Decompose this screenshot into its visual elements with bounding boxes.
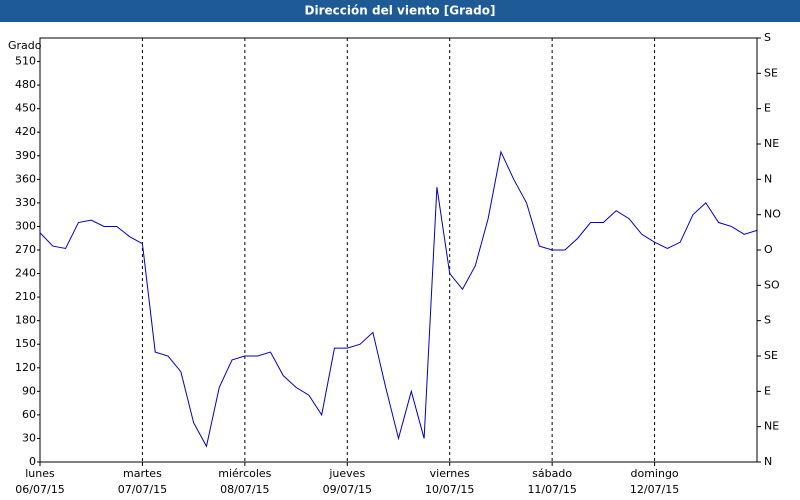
x-tick-label: lunes [25,467,55,480]
y2-tick-label: NE [764,420,779,433]
y-tick-label: 480 [15,78,36,91]
y-tick-label: 420 [15,125,36,138]
chart-title: Dirección del viento [Grado] [305,4,496,18]
y-tick-label: 150 [15,337,36,350]
x-tick-label: sábado [532,467,572,480]
y-tick-label: 360 [15,172,36,185]
line-series [39,150,758,448]
y2-tick-label: NE [764,137,779,150]
x-tick-label: 06/07/15 [15,483,64,496]
y-tick-label: 120 [15,361,36,374]
y-tick-label: 300 [15,219,36,232]
y-tick-label: 510 [15,55,36,68]
y2-tick-label: O [764,243,773,256]
x-tick-label: jueves [328,467,365,480]
y-tick-label: 90 [22,384,36,397]
y2-tick-label: NO [764,208,781,221]
y2-tick-label: S [764,314,771,327]
x-tick-label: miércoles [218,467,271,480]
y2-tick-label: S [764,31,771,44]
y-tick-label: 60 [22,408,36,421]
y2-tick-label: E [764,102,771,115]
y-tick-label: 390 [15,149,36,162]
x-tick-label: 09/07/15 [323,483,372,496]
y2-tick-label: SO [764,278,780,291]
y-tick-label: 270 [15,243,36,256]
y-tick-label: 0 [29,455,36,468]
x-tick-label: 11/07/15 [527,483,576,496]
x-tick-label: 08/07/15 [220,483,269,496]
y-tick-label: 240 [15,267,36,280]
x-tick-label: martes [123,467,162,480]
y-tick-label: 180 [15,314,36,327]
x-tick-label: 10/07/15 [425,483,474,496]
y2-tick-label: SE [764,349,778,362]
title-bar [0,0,800,22]
y-tick-label: 450 [15,102,36,115]
y-tick-label: 210 [15,290,36,303]
y-axis-label: Grado [8,39,42,52]
y-tick-label: 330 [15,196,36,209]
y2-tick-label: SE [764,66,778,79]
x-tick-label: domingo [630,467,678,480]
y2-tick-label: N [764,172,772,185]
x-tick-label: 12/07/15 [630,483,679,496]
x-tick-label: viernes [430,467,470,480]
y2-tick-label: N [764,455,772,468]
y2-tick-label: E [764,384,771,397]
plot-frame [39,37,758,463]
y-tick-label: 30 [22,431,36,444]
x-tick-label: 07/07/15 [118,483,167,496]
